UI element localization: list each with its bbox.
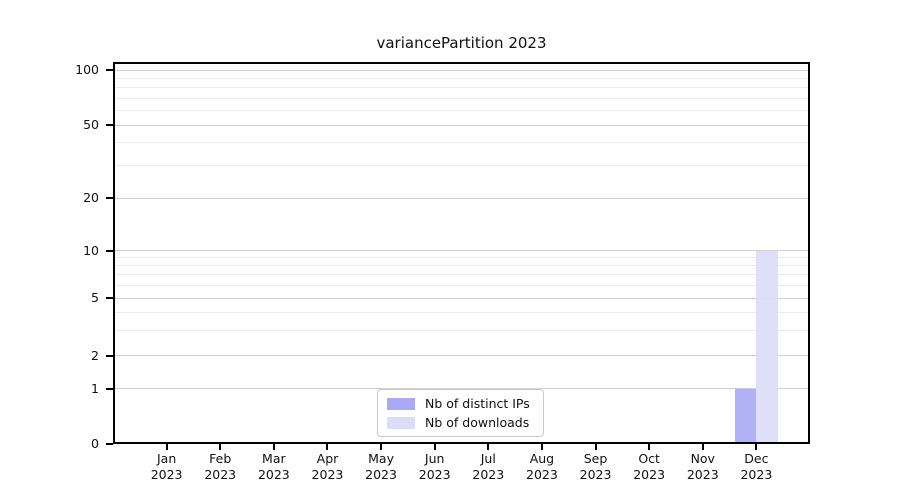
month-label: Oct <box>638 451 660 466</box>
month-label: Apr <box>316 451 339 466</box>
y-axis-tick <box>106 387 113 390</box>
y-axis-tick <box>106 69 113 71</box>
x-axis-tick <box>326 444 329 450</box>
legend: Nb of distinct IPs Nb of downloads <box>377 389 544 437</box>
x-axis-tick-label: Jun 2023 <box>400 451 470 482</box>
y-axis-tick-label: 0 <box>91 435 99 451</box>
x-axis-tick <box>219 444 222 450</box>
month-label: Jul <box>480 451 496 466</box>
month-label: Mar <box>262 451 286 466</box>
x-axis-tick <box>701 444 704 450</box>
x-axis-tick <box>165 444 168 450</box>
y-axis-tick <box>106 442 113 445</box>
x-axis-tick-label: Sep 2023 <box>561 451 631 482</box>
bar-distinct-ips <box>734 388 757 444</box>
year-label: 2023 <box>311 466 344 482</box>
x-axis-tick <box>540 444 543 450</box>
x-axis-tick-label: Dec 2023 <box>721 451 791 482</box>
month-label: Dec <box>744 451 769 466</box>
gridline-major <box>113 124 810 126</box>
year-label: 2023 <box>418 466 451 482</box>
month-label: Jun <box>424 451 445 466</box>
month-label: Jan <box>156 451 177 466</box>
x-axis-tick-label: Feb 2023 <box>185 451 255 482</box>
y-axis-tick-label: 5 <box>91 290 99 305</box>
year-label: 2023 <box>150 466 183 482</box>
legend-label: Nb of distinct IPs <box>425 396 530 411</box>
plot-area <box>113 62 810 444</box>
x-axis-tick-label: Aug 2023 <box>507 451 577 482</box>
y-axis-tick-label: 50 <box>83 117 99 132</box>
gridline-minor <box>113 285 810 286</box>
legend-entry: Nb of downloads <box>387 415 535 430</box>
y-axis-tick-label: 10 <box>83 242 99 258</box>
x-axis-tick-label: Mar 2023 <box>239 451 309 482</box>
x-axis-tick-label: Jan 2023 <box>132 451 202 482</box>
y-axis-tick-label: 2 <box>91 347 99 363</box>
gridline-major <box>113 250 810 251</box>
chart-title: variancePartition 2023 <box>376 34 547 52</box>
gridline-minor <box>113 265 810 267</box>
y-axis-tick-label: 1 <box>91 380 99 396</box>
x-axis-tick <box>272 444 275 450</box>
y-axis-tick <box>106 197 113 199</box>
x-axis-tick-label: Nov 2023 <box>668 451 738 482</box>
year-label: 2023 <box>365 466 397 482</box>
month-label: Nov <box>690 451 715 466</box>
bar-downloads <box>756 250 778 444</box>
year-label: 2023 <box>526 466 558 482</box>
year-label: 2023 <box>472 466 505 482</box>
gridline-minor <box>113 329 810 331</box>
legend-entry: Nb of distinct IPs <box>387 396 535 411</box>
legend-label: Nb of downloads <box>425 415 530 430</box>
x-axis-tick <box>380 444 383 450</box>
y-axis-tick-label: 100 <box>75 62 99 77</box>
x-axis-tick <box>433 444 436 450</box>
year-label: 2023 <box>257 466 290 482</box>
gridline-minor <box>113 165 810 167</box>
x-axis-tick <box>648 444 651 450</box>
gridline-major <box>113 297 810 299</box>
x-axis-tick-label: Jul 2023 <box>453 451 523 482</box>
gridline-major <box>113 197 810 199</box>
x-axis-tick <box>487 444 490 450</box>
y-axis-tick <box>106 249 113 252</box>
gridline-minor <box>113 110 810 112</box>
x-axis-tick-label: Oct 2023 <box>614 451 684 482</box>
gridline-minor <box>113 77 810 79</box>
year-label: 2023 <box>686 466 719 482</box>
gridline-minor <box>113 87 810 89</box>
x-axis-tick <box>755 444 758 450</box>
y-axis-tick <box>106 297 113 299</box>
gridline-minor <box>113 274 810 276</box>
x-axis-tick-label: Apr 2023 <box>292 451 362 482</box>
year-label: 2023 <box>204 466 237 482</box>
year-label: 2023 <box>740 466 773 482</box>
y-axis-tick <box>106 124 113 126</box>
x-axis-tick-label: May 2023 <box>346 451 416 482</box>
month-label: Aug <box>529 451 555 466</box>
gridline-minor <box>113 142 810 144</box>
legend-swatch-downloads <box>387 416 415 429</box>
month-label: Feb <box>209 451 232 466</box>
gridline-major <box>113 69 810 71</box>
gridline-minor <box>113 257 810 259</box>
month-label: Sep <box>583 451 608 466</box>
legend-swatch-distinct-ips <box>387 397 415 410</box>
year-label: 2023 <box>579 466 612 482</box>
gridline-major <box>113 388 810 389</box>
month-label: May <box>368 451 394 466</box>
y-axis-tick-label: 20 <box>83 190 99 205</box>
gridline-major <box>113 355 810 356</box>
x-axis-tick <box>594 444 597 450</box>
gridline-minor <box>113 97 810 99</box>
gridline-minor <box>113 311 810 313</box>
year-label: 2023 <box>633 466 666 482</box>
y-axis-tick <box>106 354 113 357</box>
